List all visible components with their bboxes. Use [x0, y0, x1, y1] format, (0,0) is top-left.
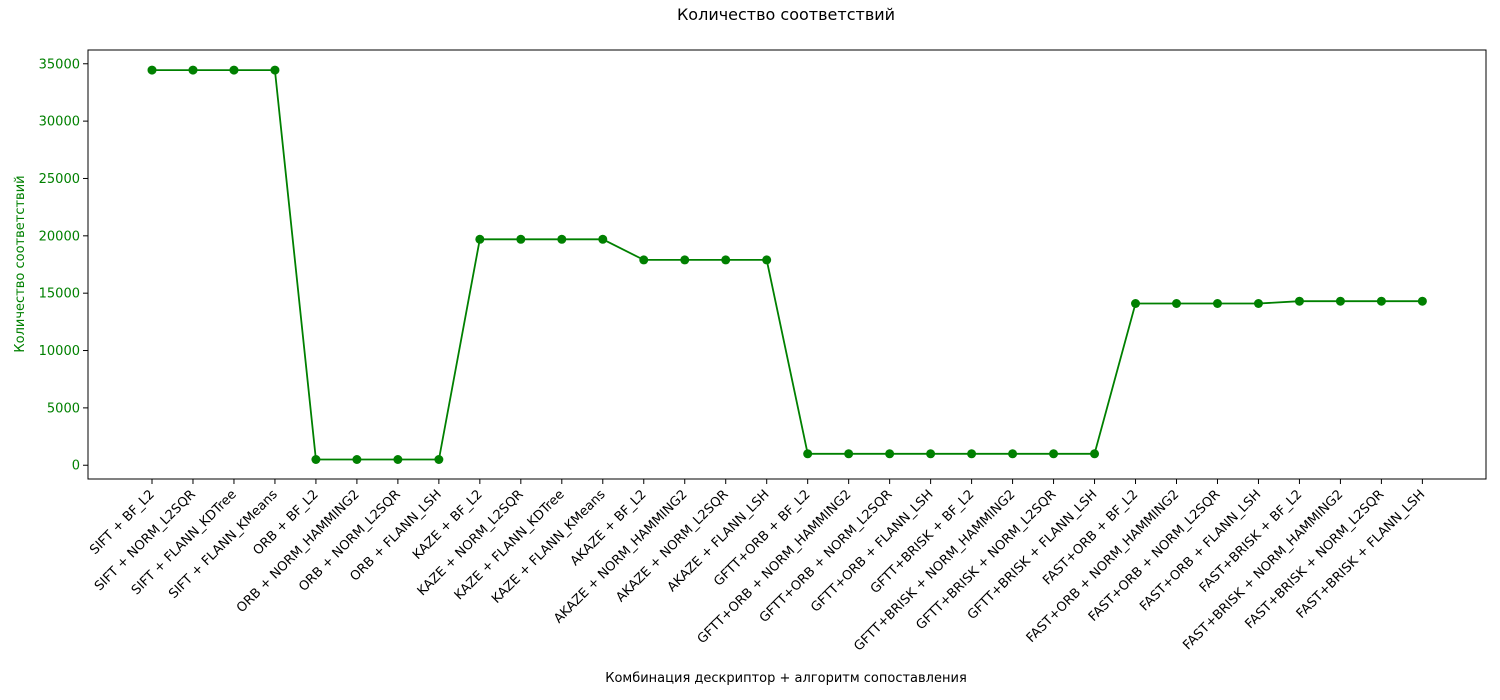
data-point: [475, 234, 485, 244]
data-point: [885, 449, 895, 459]
data-series: [147, 65, 1427, 464]
data-point: [1376, 296, 1386, 306]
y-tick-label: 0: [72, 459, 80, 474]
x-tick-label: FAST+ORB + NORM_HAMMING2: [1024, 487, 1183, 646]
data-point: [762, 255, 772, 265]
data-point: [1212, 299, 1222, 308]
y-tick-label: 20000: [39, 229, 80, 244]
data-point: [926, 449, 936, 459]
data-point: [393, 455, 403, 464]
y-axis-label: Количество соответствий: [13, 175, 28, 352]
chart-title: Количество соответствий: [677, 5, 895, 24]
y-tick-label: 10000: [39, 344, 80, 359]
data-point: [516, 234, 526, 244]
data-point: [721, 255, 731, 265]
data-point: [1294, 296, 1304, 306]
data-point: [188, 65, 198, 75]
data-point: [967, 449, 977, 459]
y-tick-label: 5000: [47, 401, 80, 416]
y-tick-label: 30000: [39, 115, 80, 130]
x-axis-label: Комбинация дескриптор + алгоритм сопоста…: [605, 671, 967, 686]
data-point: [270, 65, 280, 75]
data-point: [598, 234, 608, 244]
series-line: [152, 69, 1423, 461]
x-tick-label: GFTT+ORB + NORM_HAMMING2: [695, 487, 855, 647]
data-point: [844, 449, 854, 459]
data-point: [352, 455, 362, 464]
data-point: [147, 65, 157, 75]
data-point: [680, 255, 690, 265]
data-point: [311, 455, 321, 464]
y-tick-label: 15000: [39, 287, 80, 302]
data-point: [229, 65, 239, 75]
data-point: [1417, 296, 1427, 306]
plot-area: [87, 49, 1487, 480]
data-point: [1253, 299, 1263, 308]
data-point: [1008, 449, 1018, 459]
data-point: [1090, 449, 1100, 459]
data-point: [803, 449, 813, 459]
y-tick-label: 35000: [39, 57, 80, 72]
data-point: [434, 455, 444, 464]
y-tick-label: 25000: [39, 172, 80, 187]
data-point: [1131, 299, 1141, 308]
y-axis: 0 5000 10000 15000 20000 25000 30000 35000: [39, 57, 88, 474]
data-point: [639, 255, 649, 265]
data-point: [557, 234, 567, 244]
data-point: [1335, 296, 1345, 306]
x-tick-label: AKAZE + BF_L2: [568, 487, 650, 569]
data-point: [1049, 449, 1059, 459]
data-point: [1172, 299, 1181, 308]
